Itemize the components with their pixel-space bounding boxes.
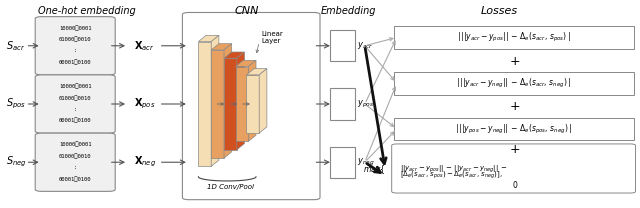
Polygon shape <box>224 44 232 158</box>
Text: +: + <box>510 55 520 68</box>
FancyBboxPatch shape <box>35 75 115 133</box>
Text: :: : <box>74 165 77 170</box>
Text: CNN: CNN <box>234 6 259 16</box>
FancyBboxPatch shape <box>182 12 320 200</box>
Text: 00001⁦0100: 00001⁦0100 <box>59 118 92 123</box>
Text: $[\Delta_e(s_{acr},\,s_{pos}) - \Delta_e(s_{acr},\,s_{neg})],$: $[\Delta_e(s_{acr},\,s_{pos}) - \Delta_e… <box>400 170 503 181</box>
FancyBboxPatch shape <box>394 72 634 95</box>
Text: 00001⁦0100: 00001⁦0100 <box>59 60 92 65</box>
Polygon shape <box>198 35 219 42</box>
Text: +: + <box>510 143 520 156</box>
Text: $\mathbf{X}_{pos}$: $\mathbf{X}_{pos}$ <box>134 97 156 111</box>
Text: $|\,||y_{pos} - y_{neg}||\, -\,\Delta_e(s_{pos},\,s_{neg})\,|$: $|\,||y_{pos} - y_{neg}||\, -\,\Delta_e(… <box>455 123 572 135</box>
Text: +: + <box>510 100 520 113</box>
Text: $|\,||y_{acr} - y_{pos}||\, -\,\Delta_e(s_{acr},\,s_{pos})\,|$: $|\,||y_{acr} - y_{pos}||\, -\,\Delta_e(… <box>457 31 570 44</box>
Polygon shape <box>236 67 248 141</box>
FancyBboxPatch shape <box>330 147 355 178</box>
Text: $S_{acr}$: $S_{acr}$ <box>6 39 26 53</box>
Text: 1D Conv/Pool: 1D Conv/Pool <box>207 184 254 190</box>
Text: $max\{$: $max\{$ <box>363 163 385 176</box>
Text: 10000⁦0001: 10000⁦0001 <box>59 25 92 31</box>
Text: 10000⁦0001: 10000⁦0001 <box>59 142 92 147</box>
Polygon shape <box>236 60 256 67</box>
Text: $||y_{acr} - y_{pos}||\,-\,||y_{acr} - y_{neg}||\,-$: $||y_{acr} - y_{pos}||\,-\,||y_{acr} - y… <box>400 164 508 175</box>
Text: One-hot embedding: One-hot embedding <box>38 6 135 16</box>
Text: $y_{acr}$: $y_{acr}$ <box>357 40 374 51</box>
FancyBboxPatch shape <box>392 144 636 193</box>
Polygon shape <box>246 75 259 133</box>
FancyBboxPatch shape <box>394 118 634 140</box>
Text: 01000⁦0010: 01000⁦0010 <box>59 95 92 100</box>
Polygon shape <box>211 50 224 158</box>
Polygon shape <box>246 69 267 75</box>
FancyBboxPatch shape <box>394 26 634 49</box>
FancyBboxPatch shape <box>35 17 115 75</box>
FancyBboxPatch shape <box>330 88 355 120</box>
Polygon shape <box>198 42 211 166</box>
FancyBboxPatch shape <box>330 30 355 61</box>
Text: $S_{neg}$: $S_{neg}$ <box>6 155 27 170</box>
Text: 10000⁦0001: 10000⁦0001 <box>59 84 92 89</box>
Polygon shape <box>211 35 219 166</box>
Polygon shape <box>224 52 244 58</box>
Text: 01000⁦0010: 01000⁦0010 <box>59 153 92 159</box>
FancyBboxPatch shape <box>35 133 115 191</box>
Text: :: : <box>74 48 77 53</box>
Text: $y_{neg}$: $y_{neg}$ <box>357 157 375 168</box>
Text: :: : <box>74 107 77 112</box>
Text: $S_{pos}$: $S_{pos}$ <box>6 97 26 111</box>
Polygon shape <box>248 60 256 141</box>
Polygon shape <box>224 58 237 150</box>
Text: $0$: $0$ <box>512 179 518 189</box>
Text: Linear
Layer: Linear Layer <box>261 31 283 44</box>
Text: 01000⁦0010: 01000⁦0010 <box>59 37 92 42</box>
Text: $\mathbf{X}_{neg}$: $\mathbf{X}_{neg}$ <box>134 155 157 170</box>
Text: $y_{pos}$: $y_{pos}$ <box>357 98 374 110</box>
Text: $\mathbf{X}_{acr}$: $\mathbf{X}_{acr}$ <box>134 39 155 53</box>
Text: Embedding: Embedding <box>321 6 376 16</box>
Text: Losses: Losses <box>481 6 518 16</box>
Text: 00001⁦0100: 00001⁦0100 <box>59 176 92 182</box>
Polygon shape <box>259 69 267 133</box>
Polygon shape <box>237 52 244 150</box>
Text: $|\,||y_{acr} - y_{neg}||\, -\,\Delta_e(s_{acr},\,s_{neg})\,|$: $|\,||y_{acr} - y_{neg}||\, -\,\Delta_e(… <box>456 77 571 90</box>
Polygon shape <box>211 44 232 50</box>
